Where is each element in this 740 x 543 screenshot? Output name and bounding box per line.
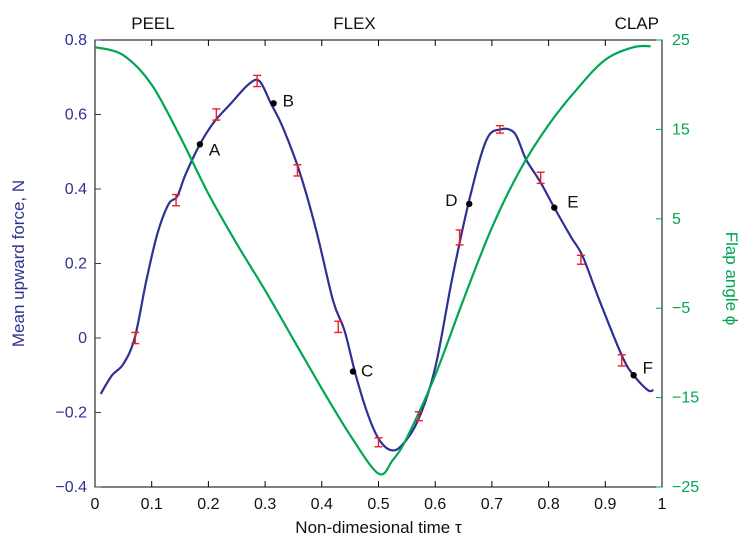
y-right-tick-label: −15 xyxy=(672,390,699,407)
x-tick-label: 0.3 xyxy=(254,496,276,513)
y-left-axis-title: Mean upward force, N xyxy=(9,180,28,347)
error-bar xyxy=(131,331,140,345)
x-tick-label: 0.4 xyxy=(311,496,333,513)
y-left-tick-label: −0.4 xyxy=(55,479,87,496)
phase-label: PEEL xyxy=(131,14,174,33)
x-tick-label: 0.9 xyxy=(594,496,616,513)
y-right-tick-label: −5 xyxy=(672,300,690,317)
labels-layer: 0 0.1 0.2 0.3 0.4 0.5 0.6 0.7 0.8 0.9 1 −0.4 −0.2 0 0.… xyxy=(9,14,740,537)
force-series-line xyxy=(99,78,654,452)
y-right-tick-label: 5 xyxy=(672,211,681,228)
marked-point xyxy=(349,368,357,375)
error-bar xyxy=(212,108,221,121)
marked-point xyxy=(270,100,277,107)
x-tick-label: 0.7 xyxy=(481,496,503,513)
y-right-tick-label: 25 xyxy=(672,32,690,49)
error-bar xyxy=(536,171,545,185)
x-tick-label: 1 xyxy=(658,496,667,513)
marked-point-label: D xyxy=(445,191,457,210)
error-bar xyxy=(374,437,383,448)
y-right-tick-label: −25 xyxy=(672,479,699,496)
y-left-tick-label: 0.4 xyxy=(65,181,87,198)
marked-point-label: E xyxy=(567,193,578,212)
y-left-tick-label: 0.2 xyxy=(65,256,87,273)
error-bar xyxy=(455,229,464,246)
x-tick-label: 0.1 xyxy=(141,496,163,513)
marked-point-label: B xyxy=(283,91,294,110)
error-bar xyxy=(253,74,262,88)
y-right-tick-label: 15 xyxy=(672,121,690,138)
marked-point-label: A xyxy=(209,140,221,159)
marked-point xyxy=(630,372,637,379)
angle-series-line xyxy=(94,44,651,476)
y-left-tick-label: 0 xyxy=(78,330,87,347)
phase-label: CLAP xyxy=(615,14,659,33)
x-tick-label: 0 xyxy=(91,496,100,513)
axes-layer xyxy=(94,39,663,488)
error-bar xyxy=(576,254,585,265)
y-left-tick-label: −0.2 xyxy=(55,405,87,422)
error-bar xyxy=(414,411,423,422)
x-tick-label: 0.8 xyxy=(537,496,559,513)
marked-point xyxy=(551,204,558,211)
marked-point xyxy=(196,141,204,148)
marked-points-layer xyxy=(196,100,637,379)
error-bar xyxy=(293,164,302,177)
plot-frame xyxy=(94,39,663,488)
marked-point-label: F xyxy=(643,358,653,377)
marked-point xyxy=(466,200,473,208)
error-bar xyxy=(334,320,343,334)
x-tick-label: 0.2 xyxy=(197,496,219,513)
x-tick-label: 0.6 xyxy=(424,496,446,513)
y-right-axis-title: Flap angle ϕ xyxy=(722,232,740,326)
marked-point-label: C xyxy=(361,362,373,381)
series-layer xyxy=(94,44,654,476)
x-tick-label: 0.5 xyxy=(367,496,389,513)
y-left-tick-label: 0.6 xyxy=(65,107,87,124)
error-bar xyxy=(172,193,181,207)
y-left-tick-label: 0.8 xyxy=(65,32,87,49)
error-bar xyxy=(495,124,504,134)
phase-label: FLEX xyxy=(333,14,376,33)
x-axis-title: Non-dimesional time τ xyxy=(295,518,462,537)
error-bar xyxy=(617,354,626,367)
error-bar-layer xyxy=(131,74,626,448)
